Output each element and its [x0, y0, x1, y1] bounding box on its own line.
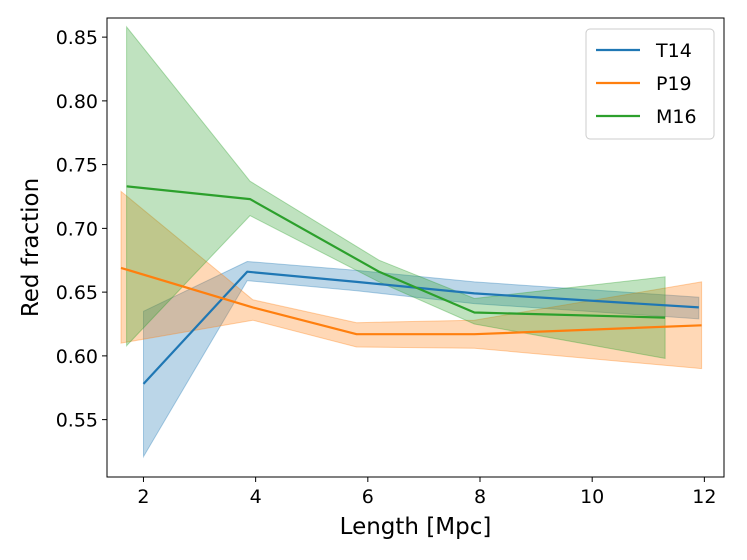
band-p19 — [120, 190, 703, 370]
y-tick-label: 0.85 — [56, 27, 98, 49]
series-lines — [120, 185, 702, 385]
x-tick-label: 10 — [580, 486, 604, 508]
plot-frame — [106, 17, 725, 478]
line-t14 — [142, 270, 699, 385]
legend: T14 P19 M16 — [585, 28, 715, 140]
x-tick-label: 4 — [250, 486, 262, 508]
y-tick-label: 0.65 — [56, 282, 98, 304]
y-tick-label: 0.75 — [56, 155, 98, 177]
line-m16 — [126, 185, 666, 319]
x-axis-ticks: 2 4 6 8 10 12 — [137, 477, 716, 508]
y-axis-label: Red fraction — [18, 178, 44, 317]
y-tick-label: 0.55 — [56, 410, 98, 432]
x-tick-label: 2 — [137, 486, 149, 508]
legend-label-m16: M16 — [656, 106, 697, 128]
band-t14 — [143, 260, 700, 459]
x-tick-label: 12 — [692, 486, 716, 508]
y-axis-ticks: 0.55 0.60 0.65 0.70 0.75 0.80 0.85 — [56, 27, 107, 432]
y-tick-label: 0.60 — [56, 346, 98, 368]
x-tick-label: 6 — [362, 486, 374, 508]
confidence-bands — [120, 25, 703, 459]
y-tick-label: 0.70 — [56, 218, 98, 240]
legend-label-t14: T14 — [655, 40, 692, 62]
legend-box — [585, 28, 715, 140]
x-axis-label: Length [Mpc] — [340, 514, 492, 540]
band-m16 — [126, 25, 666, 359]
y-tick-label: 0.80 — [56, 91, 98, 113]
line-p19 — [120, 266, 702, 336]
x-tick-label: 8 — [474, 486, 486, 508]
legend-label-p19: P19 — [656, 73, 692, 95]
